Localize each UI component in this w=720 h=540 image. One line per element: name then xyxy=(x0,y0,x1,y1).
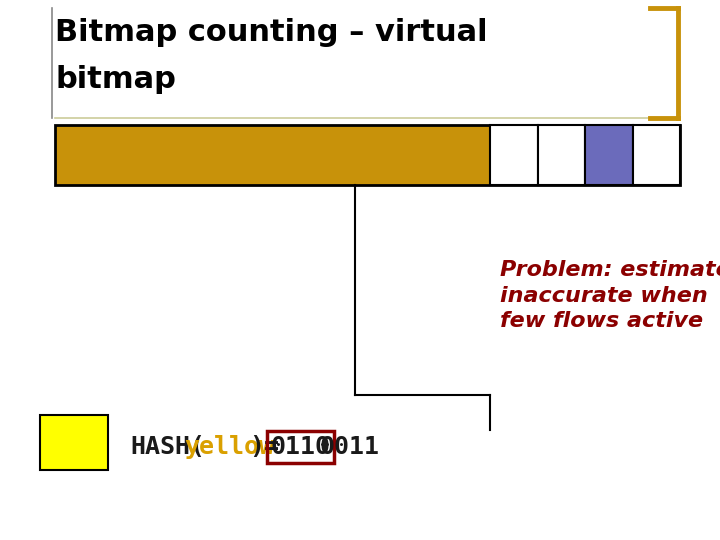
Bar xyxy=(632,125,680,185)
Bar xyxy=(585,125,632,185)
Text: )=: )= xyxy=(249,435,279,459)
Text: 0110: 0110 xyxy=(271,435,330,459)
Bar xyxy=(490,125,538,185)
Text: Problem: estimate
inaccurate when
few flows active: Problem: estimate inaccurate when few fl… xyxy=(500,260,720,331)
Text: bitmap: bitmap xyxy=(55,65,176,94)
Text: 0011: 0011 xyxy=(320,435,379,459)
Bar xyxy=(55,125,680,185)
Bar xyxy=(538,125,585,185)
Text: HASH(: HASH( xyxy=(130,435,205,459)
Text: yellow: yellow xyxy=(184,435,274,459)
Bar xyxy=(40,415,108,470)
Text: Bitmap counting – virtual: Bitmap counting – virtual xyxy=(55,18,487,47)
